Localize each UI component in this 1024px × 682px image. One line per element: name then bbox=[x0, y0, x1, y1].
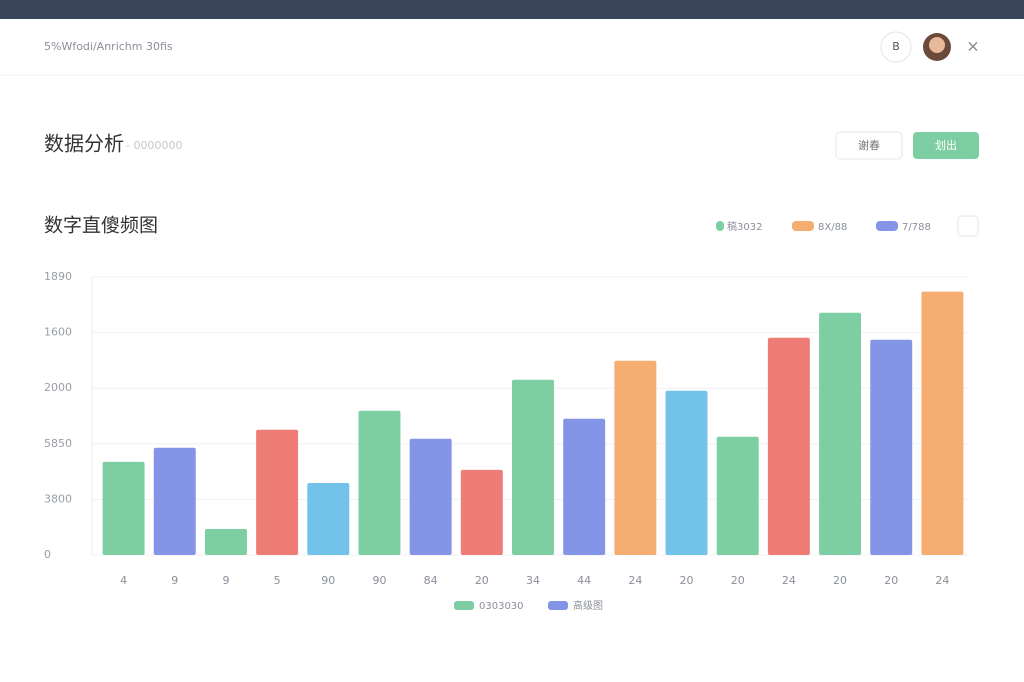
bar bbox=[767, 337, 810, 555]
bar bbox=[409, 438, 452, 555]
x-tick-label: 24 bbox=[935, 574, 949, 587]
bar bbox=[153, 447, 196, 555]
bar bbox=[256, 429, 299, 555]
bar bbox=[563, 418, 606, 555]
bar bbox=[716, 436, 759, 555]
breadcrumb[interactable]: 5%Wfodi/Anrichm 30fis bbox=[44, 40, 173, 53]
bar bbox=[460, 469, 503, 555]
y-tick-label: 0 bbox=[44, 548, 51, 561]
legend-swatch bbox=[792, 221, 814, 231]
legend-label: 8X/88 bbox=[818, 222, 847, 233]
chart-title: 数字直傻频图 bbox=[44, 215, 158, 237]
bar bbox=[204, 528, 247, 555]
bar bbox=[358, 410, 401, 555]
legend-swatch bbox=[876, 221, 898, 231]
x-tick-label: 84 bbox=[424, 574, 438, 587]
x-tick-label: 24 bbox=[628, 574, 642, 587]
legend-label: 稿3032 bbox=[727, 220, 762, 233]
x-tick-label: 20 bbox=[884, 574, 898, 587]
x-tick-label: 20 bbox=[680, 574, 694, 587]
x-tick-label: 20 bbox=[731, 574, 745, 587]
cancel-button[interactable] bbox=[835, 131, 903, 160]
submit-button[interactable] bbox=[913, 132, 979, 159]
y-tick-label: 2000 bbox=[44, 381, 72, 394]
bar bbox=[614, 360, 657, 555]
submit-button-label[interactable]: 划出 bbox=[935, 138, 957, 152]
chart-menu[interactable] bbox=[957, 215, 979, 237]
icon-button-label[interactable]: B bbox=[892, 40, 900, 53]
x-tick-label: 90 bbox=[321, 574, 335, 587]
y-tick-label: 5850 bbox=[44, 437, 72, 450]
legend-swatch bbox=[548, 601, 568, 610]
bar bbox=[512, 379, 554, 555]
y-tick-label: 3800 bbox=[44, 492, 72, 505]
bar bbox=[921, 291, 964, 555]
bar bbox=[870, 339, 913, 555]
avatar-face bbox=[929, 37, 945, 53]
x-tick-label: 9 bbox=[222, 574, 229, 587]
legend-swatch bbox=[716, 221, 724, 231]
icon-button[interactable] bbox=[880, 31, 912, 63]
x-tick-label: 4 bbox=[120, 574, 127, 587]
top-bar bbox=[0, 0, 1024, 19]
legend-swatch bbox=[454, 601, 474, 610]
x-tick-label: 20 bbox=[475, 574, 489, 587]
x-tick-label: 44 bbox=[577, 574, 591, 587]
bar bbox=[819, 312, 862, 555]
legend-label: 7/788 bbox=[902, 222, 931, 233]
page-subtitle: - 0000000 bbox=[126, 139, 182, 152]
cancel-button-label[interactable]: 谢春 bbox=[858, 138, 880, 152]
x-tick-label: 24 bbox=[782, 574, 796, 587]
page-title: 数据分析 bbox=[44, 132, 124, 156]
x-tick-label: 5 bbox=[274, 574, 281, 587]
x-tick-label: 34 bbox=[526, 574, 540, 587]
legend-label: 0303030 bbox=[479, 601, 524, 612]
bar bbox=[102, 461, 145, 555]
y-tick-label: 1890 bbox=[44, 270, 72, 283]
x-tick-label: 20 bbox=[833, 574, 847, 587]
y-tick-label: 1600 bbox=[44, 326, 72, 339]
x-tick-label: 9 bbox=[171, 574, 178, 587]
bar bbox=[307, 482, 350, 555]
bar bbox=[665, 390, 708, 555]
header bbox=[0, 19, 1024, 75]
close-button[interactable]: × bbox=[966, 37, 979, 56]
x-tick-label: 90 bbox=[372, 574, 386, 587]
legend-label: 高级图 bbox=[573, 599, 603, 612]
